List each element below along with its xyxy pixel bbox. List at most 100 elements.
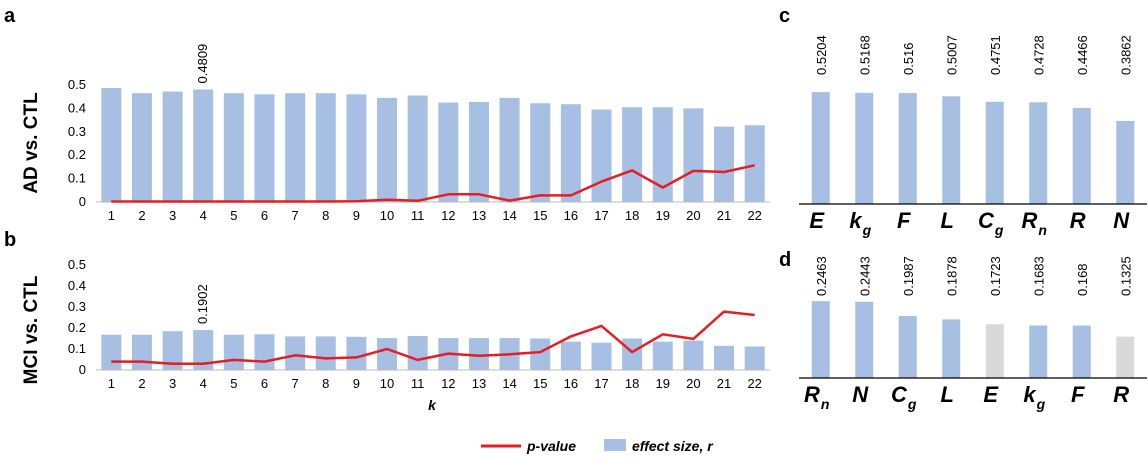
x-tick-label: 14 — [502, 208, 516, 223]
effect-size-bar — [101, 88, 122, 202]
effect-size-bar — [223, 334, 244, 370]
effect-size-bar — [315, 93, 336, 202]
x-tick-label: 9 — [353, 376, 360, 391]
effect-size-bar — [131, 334, 152, 370]
x-tick-label: 15 — [533, 376, 547, 391]
x-tick-label: 22 — [747, 376, 761, 391]
x-tick-label: 13 — [472, 376, 486, 391]
bar-value-label: 0.1723 — [988, 256, 1003, 296]
effect-size-bar — [468, 101, 489, 202]
x-tick-label: 18 — [625, 376, 639, 391]
category-label: N — [1113, 208, 1130, 233]
x-tick-label: 19 — [656, 376, 670, 391]
x-tick-label: 6 — [261, 376, 268, 391]
category-label: L — [941, 382, 954, 407]
x-tick-label: 11 — [411, 376, 425, 391]
x-tick-label: 13 — [472, 208, 486, 223]
legend-effect-swatch — [604, 439, 626, 451]
y-tick-label: 0.2 — [68, 147, 86, 162]
bar-value-label: 0.168 — [1075, 263, 1090, 296]
ranking-bar — [1072, 325, 1091, 378]
x-tick-label: 4 — [200, 376, 207, 391]
effect-size-bar — [162, 91, 183, 202]
y-tick-label: 0.4 — [68, 278, 86, 293]
y-tick-label: 0.5 — [68, 77, 86, 92]
bar-value-label: 0.516 — [901, 42, 916, 75]
legend-effect-label: effect size, r — [632, 438, 714, 454]
effect-size-bar — [131, 93, 152, 202]
x-tick-label: 8 — [322, 208, 329, 223]
x-tick-label: 5 — [230, 376, 237, 391]
effect-size-bar — [530, 103, 551, 202]
x-tick-label: 10 — [380, 208, 394, 223]
x-tick-label: 8 — [322, 376, 329, 391]
legend: p-value effect size, r — [481, 438, 714, 454]
category-label: Rn — [804, 382, 829, 412]
x-tick-label: 18 — [625, 208, 639, 223]
category-label: Cg — [978, 208, 1004, 238]
bar-value-label: 0.5204 — [814, 35, 829, 75]
bar-value-label: 0.4466 — [1075, 35, 1090, 75]
effect-size-bar — [438, 102, 459, 202]
bar-value-label: 0.1683 — [1031, 256, 1046, 296]
x-tick-label: 16 — [564, 376, 578, 391]
x-tick-label: 17 — [594, 208, 608, 223]
ranking-bar — [1072, 107, 1091, 204]
effect-size-bar — [101, 334, 122, 370]
bar-value-label: 0.5168 — [857, 35, 872, 75]
category-label: kg — [1023, 382, 1045, 412]
x-tick-label: 9 — [353, 208, 360, 223]
ranking-bar — [898, 93, 917, 204]
effect-size-bar — [193, 330, 214, 370]
x-tick-label: 7 — [292, 376, 299, 391]
effect-size-bar — [193, 89, 214, 202]
x-tick-label: 7 — [292, 208, 299, 223]
x-tick-label: 15 — [533, 208, 547, 223]
category-label: R — [1113, 382, 1129, 407]
effect-size-bar — [622, 107, 643, 202]
bar-value-label: 0.4751 — [988, 35, 1003, 75]
ranking-bar — [985, 324, 1004, 378]
ranking-bar — [942, 96, 961, 204]
effect-size-bar — [499, 97, 520, 202]
panel-a-ylabel: AD vs. CTL — [21, 92, 42, 194]
effect-size-bar — [377, 97, 398, 202]
y-tick-label: 0.3 — [68, 124, 86, 139]
panel-b-ylabel: MCI vs. CTL — [21, 275, 42, 384]
y-tick-label: 0.1 — [68, 171, 86, 186]
x-tick-label: 3 — [169, 208, 176, 223]
category-label: N — [852, 382, 869, 407]
bar-value-label: 0.5007 — [944, 35, 959, 75]
x-tick-label: 1 — [108, 208, 115, 223]
legend-pvalue-label: p-value — [526, 438, 576, 454]
bar-value-label: 0.2443 — [857, 256, 872, 296]
x-tick-label: 3 — [169, 376, 176, 391]
bar-value-label: 0.4728 — [1031, 35, 1046, 75]
category-label: E — [983, 382, 999, 407]
x-tick-label: 21 — [717, 376, 731, 391]
effect-size-bar — [346, 94, 367, 202]
effect-size-bar — [714, 126, 735, 202]
chart-ad-vs-ctl: 00.10.20.30.40.51 2 3 4 5 6 7 8 9 10 11 12 13 14 15 16 1… — [68, 44, 770, 223]
y-tick-label: 0.4 — [68, 100, 86, 115]
effect-size-bar — [315, 336, 336, 370]
ranking-bar — [1029, 325, 1048, 378]
ranking-bar — [898, 316, 917, 378]
effect-size-bar — [223, 93, 244, 202]
x-tick-label: 17 — [594, 376, 608, 391]
category-label: F — [897, 208, 911, 233]
panel-b-letter: b — [4, 229, 16, 251]
effect-size-bar — [683, 108, 704, 202]
chart-d-ranking: 0.2463 Rn 0.2443 N 0.1987 Cg 0.1878 L 0.1723 E 0.1… — [799, 256, 1147, 412]
y-tick-label: 0 — [79, 194, 86, 209]
effect-size-bar — [468, 338, 489, 370]
y-tick-label: 0.2 — [68, 320, 86, 335]
effect-size-bar — [530, 338, 551, 370]
effect-size-bar — [591, 342, 612, 370]
effect-size-bar — [683, 340, 704, 370]
ranking-bar — [1116, 336, 1135, 378]
bar-value-label: 0.3862 — [1118, 35, 1133, 75]
x-tick-label: 14 — [502, 376, 516, 391]
